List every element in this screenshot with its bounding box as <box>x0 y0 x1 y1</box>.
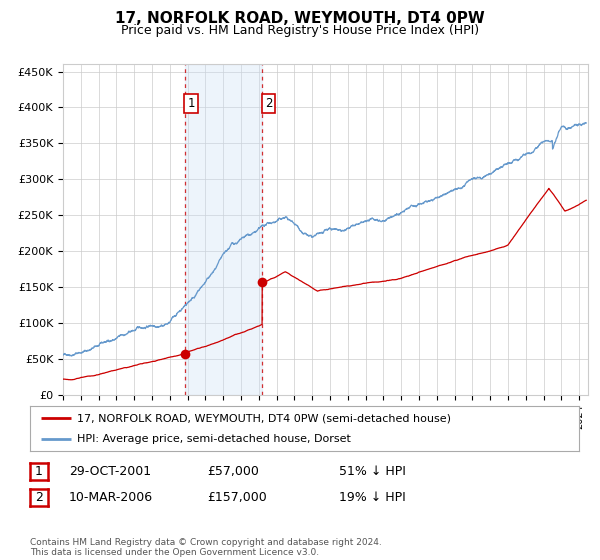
Text: Price paid vs. HM Land Registry's House Price Index (HPI): Price paid vs. HM Land Registry's House … <box>121 24 479 36</box>
Text: Contains HM Land Registry data © Crown copyright and database right 2024.
This d: Contains HM Land Registry data © Crown c… <box>30 538 382 557</box>
Text: 1: 1 <box>187 97 195 110</box>
Text: £157,000: £157,000 <box>207 491 267 504</box>
Text: 1: 1 <box>35 465 43 478</box>
Text: 2: 2 <box>265 97 272 110</box>
Text: 29-OCT-2001: 29-OCT-2001 <box>69 465 151 478</box>
Text: 51% ↓ HPI: 51% ↓ HPI <box>339 465 406 478</box>
Text: 2: 2 <box>35 491 43 504</box>
Text: HPI: Average price, semi-detached house, Dorset: HPI: Average price, semi-detached house,… <box>77 433 350 444</box>
Text: 17, NORFOLK ROAD, WEYMOUTH, DT4 0PW (semi-detached house): 17, NORFOLK ROAD, WEYMOUTH, DT4 0PW (sem… <box>77 413 451 423</box>
Text: £57,000: £57,000 <box>207 465 259 478</box>
Bar <box>185 64 262 395</box>
Text: 19% ↓ HPI: 19% ↓ HPI <box>339 491 406 504</box>
Text: 10-MAR-2006: 10-MAR-2006 <box>69 491 153 504</box>
Text: 17, NORFOLK ROAD, WEYMOUTH, DT4 0PW: 17, NORFOLK ROAD, WEYMOUTH, DT4 0PW <box>115 11 485 26</box>
